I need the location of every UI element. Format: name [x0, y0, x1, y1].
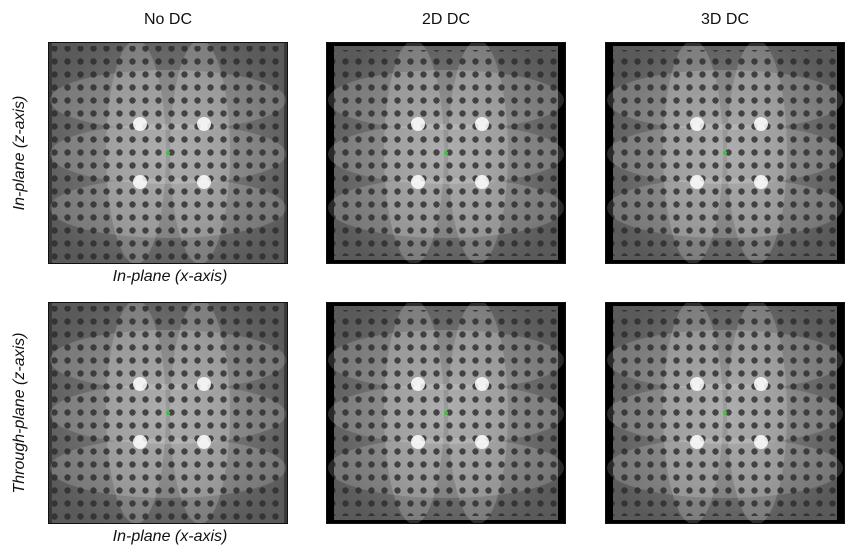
row-label: Through-plane (z-axis)	[11, 333, 28, 494]
image-panel	[605, 40, 845, 264]
image-panel	[326, 40, 566, 264]
x-axis-label: In-plane (x-axis)	[113, 528, 228, 545]
column-title: No DC	[144, 11, 192, 28]
image-panel	[48, 40, 288, 264]
figure: No DC 2D DC 3D DC In-plane (z-axis) In-plane…	[0, 0, 845, 549]
column-title: 3D DC	[701, 11, 749, 28]
image-panel	[326, 300, 566, 524]
row-label: In-plane (z-axis)	[11, 96, 28, 211]
image-panel	[48, 300, 288, 524]
column-title: 2D DC	[422, 11, 470, 28]
image-panel	[605, 300, 845, 524]
x-axis-label: In-plane (x-axis)	[113, 268, 228, 285]
